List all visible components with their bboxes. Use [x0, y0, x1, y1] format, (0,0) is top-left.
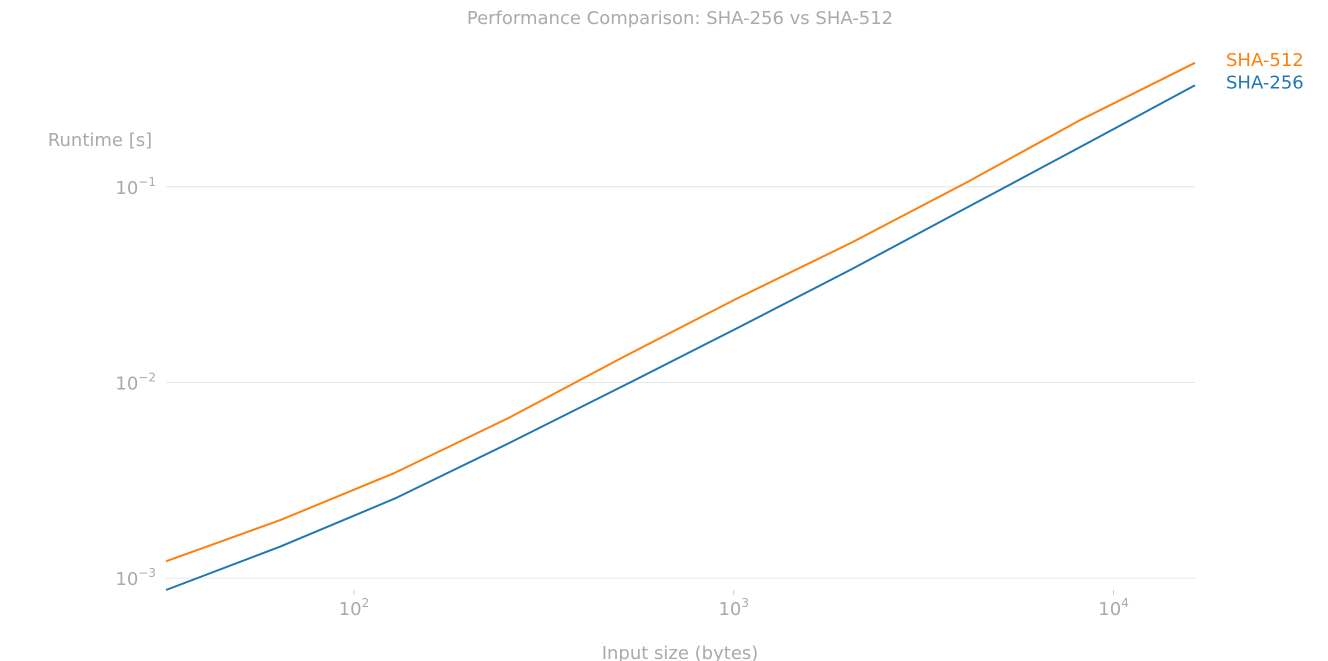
chart-title: Performance Comparison: SHA-256 vs SHA-5… — [467, 8, 893, 29]
y-tick-label: 10−3 — [115, 566, 156, 590]
x-tick-label: 103 — [718, 596, 749, 620]
x-axis-label: Input size (bytes) — [602, 643, 759, 661]
series-line-sha-512 — [165, 61, 1196, 563]
series-lines — [165, 61, 1196, 591]
x-tick-label: 104 — [1098, 596, 1129, 620]
gridlines — [166, 186, 1195, 579]
x-tick-label: 102 — [339, 596, 370, 620]
series-line-sha-256 — [165, 84, 1196, 591]
legend-label-sha-256: SHA-256 — [1226, 72, 1304, 93]
y-axis-ticks: 10−3 10−2 10−1 — [115, 175, 156, 590]
y-tick-label: 10−1 — [115, 175, 156, 199]
legend-label-sha-512: SHA-512 — [1226, 50, 1304, 71]
y-tick-label: 10−2 — [115, 370, 156, 394]
x-axis-ticks: 102 103 104 — [339, 590, 1129, 620]
y-axis-label: Runtime [s] — [48, 130, 152, 151]
